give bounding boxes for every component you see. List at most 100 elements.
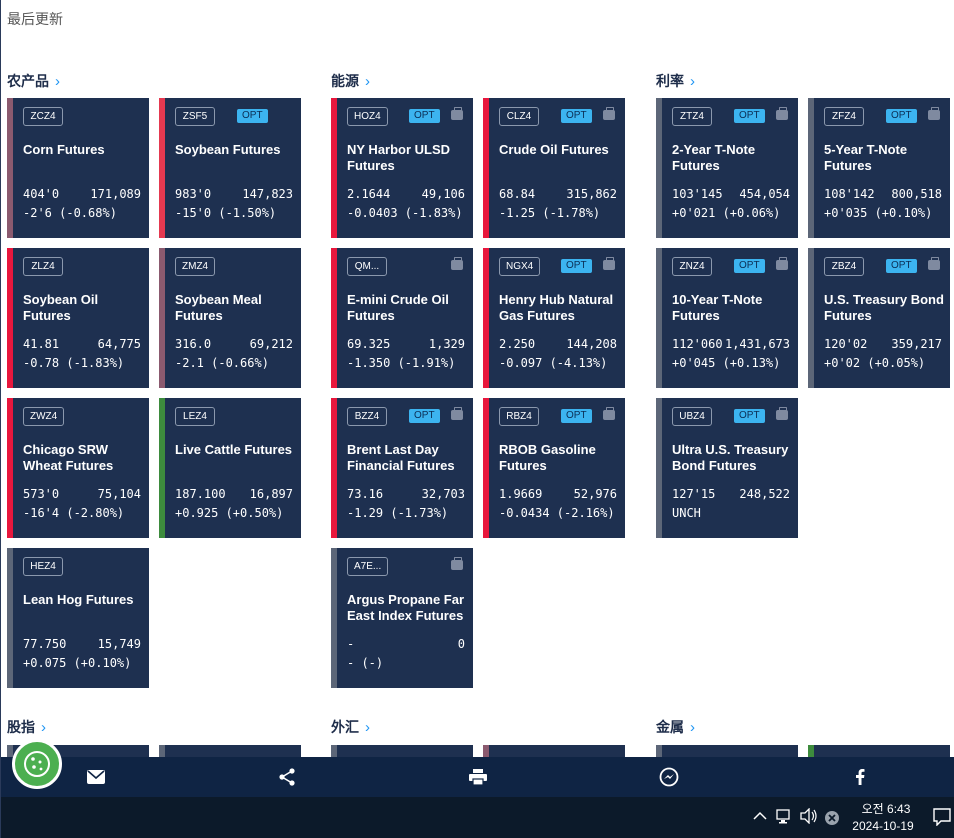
briefcase-icon[interactable] — [603, 107, 615, 120]
contract-name[interactable]: Henry Hub Natural Gas Futures — [499, 292, 614, 323]
close-circle-icon[interactable] — [824, 810, 840, 829]
chevron-up-icon[interactable] — [753, 808, 767, 824]
contract-name[interactable]: Crude Oil Futures — [499, 142, 609, 157]
futures-tile[interactable]: QM... E-mini Crude Oil Futures 69.325 1,329… — [331, 248, 473, 388]
last-price: 68.84 — [499, 187, 536, 201]
volume: 52,976 — [573, 487, 617, 501]
options-badge[interactable]: OPT — [561, 109, 592, 123]
briefcase-icon[interactable] — [603, 407, 615, 420]
contract-name[interactable]: 5-Year T-Note Futures — [824, 142, 908, 173]
contract-name[interactable]: Chicago SRW Wheat Futures — [23, 442, 114, 473]
futures-tile[interactable]: ZMZ4 Soybean Meal Futures 316.0 69,212 -2.1 … — [159, 248, 301, 388]
briefcase-icon[interactable] — [451, 257, 463, 270]
taskbar-time[interactable]: 오전 6:43 — [861, 802, 911, 816]
options-badge[interactable]: OPT — [734, 409, 765, 423]
contract-name[interactable]: 10-Year T-Note Futures — [672, 292, 763, 323]
contract-code-badge: ZCZ4 — [23, 107, 63, 126]
contract-name[interactable]: Corn Futures — [23, 142, 105, 157]
volume-icon[interactable] — [800, 807, 818, 827]
futures-tile[interactable]: ZFZ4 OPT 5-Year T-Note Futures 108'142 800,5… — [808, 98, 950, 238]
contract-name[interactable]: Live Cattle Futures — [175, 442, 293, 457]
contract-name[interactable]: RBOB Gasoline Futures — [499, 442, 596, 473]
futures-tile[interactable]: RBZ4 OPT RBOB Gasoline Futures 1.9669 52,976… — [483, 398, 625, 538]
options-badge[interactable]: OPT — [734, 109, 765, 123]
futures-tile[interactable]: UBZ4 OPT Ultra U.S. Treasury Bond Futures 1… — [656, 398, 798, 538]
messenger-icon[interactable] — [654, 762, 684, 792]
contract-name[interactable]: U.S. Treasury Bond Futures — [824, 292, 944, 323]
futures-tile[interactable]: ZLZ4 Soybean Oil Futures 41.81 64,775 -0.78 … — [7, 248, 149, 388]
share-icon[interactable] — [272, 762, 302, 792]
contract-code-badge: BZZ4 — [347, 407, 387, 426]
contract-code-badge: HEZ4 — [23, 557, 63, 576]
change-row: +0.925 (+0.50%) — [175, 506, 293, 520]
contract-name[interactable]: Ultra U.S. Treasury Bond Futures — [672, 442, 789, 473]
price-change: -1.29 (-1.73%) — [347, 506, 449, 520]
change-row: +0'045 (+0.13%) — [672, 356, 790, 370]
options-badge[interactable]: OPT — [561, 259, 592, 273]
price-volume-row: 316.0 69,212 — [175, 337, 293, 351]
section-header-agri[interactable]: 农产品 › — [7, 71, 60, 91]
contract-name[interactable]: NY Harbor ULSD Futures — [347, 142, 451, 173]
contract-name[interactable]: 2-Year T-Note Futures — [672, 142, 756, 173]
change-row: +0.075 (+0.10%) — [23, 656, 141, 670]
network-icon[interactable] — [776, 809, 794, 828]
briefcase-icon[interactable] — [451, 557, 463, 570]
section-title: 农产品 — [7, 73, 49, 89]
briefcase-icon[interactable] — [928, 257, 940, 270]
last-price: 108'142 — [824, 187, 875, 201]
contract-name[interactable]: E-mini Crude Oil Futures — [347, 292, 449, 323]
section-header-rates[interactable]: 利率 › — [656, 71, 695, 91]
briefcase-icon[interactable] — [776, 107, 788, 120]
futures-tile[interactable]: ZNZ4 OPT 10-Year T-Note Futures 112'060 1,43… — [656, 248, 798, 388]
change-row: -2'6 (-0.68%) — [23, 206, 141, 220]
briefcase-icon[interactable] — [603, 257, 615, 270]
notification-icon[interactable] — [933, 808, 951, 829]
options-badge[interactable]: OPT — [734, 259, 765, 273]
contract-name[interactable]: Argus Propane Far East Index Futures — [347, 592, 465, 623]
futures-tile[interactable]: LEZ4 Live Cattle Futures 187.100 16,897 +0.9… — [159, 398, 301, 538]
options-badge[interactable]: OPT — [561, 409, 592, 423]
options-badge[interactable]: OPT — [237, 109, 268, 123]
change-row: - (-) — [347, 656, 465, 670]
section-header-metals[interactable]: 金属 › — [656, 717, 695, 737]
futures-tile[interactable]: ZTZ4 OPT 2-Year T-Note Futures 103'145 454,0… — [656, 98, 798, 238]
price-volume-row: 112'060 1,431,673 — [672, 337, 790, 351]
contract-name[interactable]: Soybean Futures — [175, 142, 281, 157]
briefcase-icon[interactable] — [451, 407, 463, 420]
section-header-equity[interactable]: 股指 › — [7, 717, 46, 737]
chevron-right-icon: › — [690, 718, 695, 736]
briefcase-icon[interactable] — [928, 107, 940, 120]
cookie-settings-button[interactable] — [12, 739, 62, 789]
contract-name[interactable]: Brent Last Day Financial Futures — [347, 442, 455, 473]
section-header-fx[interactable]: 外汇 › — [331, 717, 370, 737]
futures-tile[interactable]: HOZ4 OPT NY Harbor ULSD Futures 2.1644 49,10… — [331, 98, 473, 238]
futures-tile[interactable]: HEZ4 Lean Hog Futures 77.750 15,749 +0.075 (… — [7, 548, 149, 688]
options-badge[interactable]: OPT — [409, 409, 440, 423]
taskbar-date[interactable]: 2024-10-19 — [852, 819, 914, 833]
print-icon[interactable] — [463, 762, 493, 792]
options-badge[interactable]: OPT — [409, 109, 440, 123]
contract-name[interactable]: Soybean Oil Futures — [23, 292, 99, 323]
futures-tile[interactable]: ZWZ4 Chicago SRW Wheat Futures 573'0 75,104… — [7, 398, 149, 538]
section-header-energy[interactable]: 能源 › — [331, 71, 370, 91]
futures-tile[interactable]: A7E... Argus Propane Far East Index Futur… — [331, 548, 473, 688]
briefcase-icon[interactable] — [776, 407, 788, 420]
contract-name[interactable]: Lean Hog Futures — [23, 592, 134, 607]
facebook-icon[interactable] — [845, 762, 875, 792]
briefcase-icon[interactable] — [776, 257, 788, 270]
futures-tile[interactable]: ZCZ4 Corn Futures 404'0 171,089 -2'6 (-0.68%… — [7, 98, 149, 238]
price-volume-row: 983'0 147,823 — [175, 187, 293, 201]
options-badge[interactable]: OPT — [886, 109, 917, 123]
options-badge[interactable]: OPT — [886, 259, 917, 273]
contract-code-badge: RBZ4 — [499, 407, 539, 426]
futures-tile[interactable]: CLZ4 OPT Crude Oil Futures 68.84 315,862 -1.2… — [483, 98, 625, 238]
futures-tile[interactable]: NGX4 OPT Henry Hub Natural Gas Futures 2.25… — [483, 248, 625, 388]
briefcase-icon[interactable] — [451, 107, 463, 120]
contract-name[interactable]: Soybean Meal Futures — [175, 292, 262, 323]
futures-tile[interactable]: ZSF5 OPT Soybean Futures 983'0 147,823 -15'0 … — [159, 98, 301, 238]
email-icon[interactable] — [81, 762, 111, 792]
contract-code-badge: UBZ4 — [672, 407, 712, 426]
futures-tile[interactable]: BZZ4 OPT Brent Last Day Financial Futures 7… — [331, 398, 473, 538]
futures-tile[interactable]: ZBZ4 OPT U.S. Treasury Bond Futures 120'02 3… — [808, 248, 950, 388]
price-change: -2'6 (-0.68%) — [23, 206, 117, 220]
